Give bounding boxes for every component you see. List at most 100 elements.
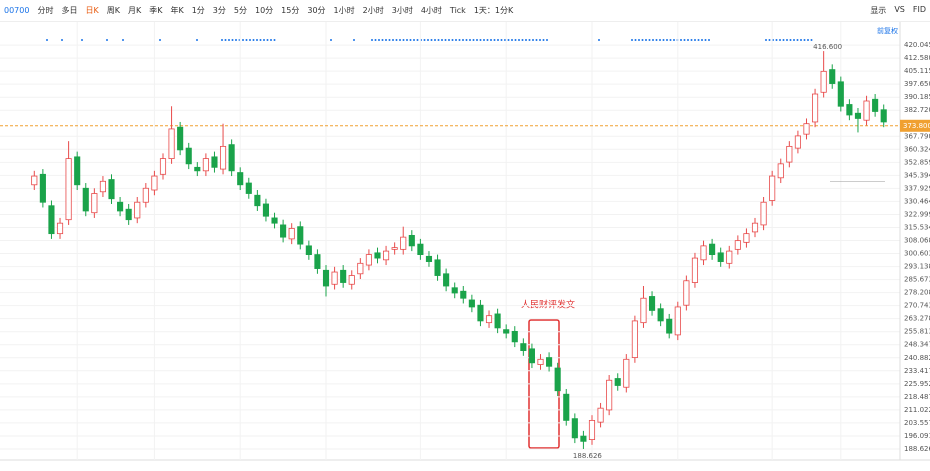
y-tick-label: 315.534 (904, 223, 930, 231)
candle-body (280, 224, 287, 238)
signal-dot (645, 39, 647, 41)
y-tick-label: 352.859 (904, 158, 930, 166)
stock-code[interactable]: 00700 (4, 6, 30, 15)
candle-body (365, 254, 372, 266)
signal-dot (430, 39, 433, 41)
candle-body (417, 243, 424, 255)
candle-body (726, 250, 733, 264)
signal-dot (786, 39, 788, 41)
period-tab[interactable]: 30分 (307, 6, 326, 15)
y-tick-label: 322.999 (904, 210, 930, 218)
period-tab[interactable]: 周K (106, 6, 120, 15)
toolbar-option[interactable]: VS (894, 5, 905, 14)
signal-dot (392, 39, 394, 41)
y-tick-label: 345.394 (904, 171, 930, 179)
toolbar-option[interactable]: 显示 (870, 6, 887, 15)
period-tab[interactable]: 1分 (191, 6, 205, 15)
signal-dot (648, 39, 651, 41)
period-tab[interactable]: 3分 (212, 6, 226, 15)
candle-body (48, 205, 55, 235)
adjust-label[interactable]: 前复权 (877, 26, 898, 35)
candle-body (91, 193, 98, 214)
period-tab[interactable]: 1小时 (333, 6, 355, 15)
period-tab[interactable]: 10分 (254, 6, 274, 15)
candle-body (108, 179, 115, 200)
candle-body (657, 308, 664, 322)
signal-dot (159, 39, 161, 41)
candle-body (314, 254, 321, 269)
signal-dot (542, 39, 545, 41)
period-tab[interactable]: 3小时 (391, 6, 413, 15)
period-tab[interactable]: 多日 (61, 6, 78, 15)
signal-dot (669, 39, 672, 41)
candle-body (408, 234, 415, 247)
period-tab[interactable]: 5分 (233, 6, 247, 15)
toolbar-right: 显示 VS FID (866, 5, 930, 16)
candle-body (219, 145, 227, 170)
candle-body (494, 313, 501, 329)
candle-body (717, 252, 724, 262)
candle-body (391, 247, 398, 250)
signal-dot (441, 39, 443, 41)
candle-body (631, 320, 638, 358)
signal-dot (634, 39, 637, 41)
period-tab[interactable]: Tick (449, 6, 466, 15)
signal-dot (493, 39, 496, 41)
period-tab[interactable]: 月K (127, 6, 142, 15)
candle-body (74, 156, 81, 186)
period-tab[interactable]: 季K (149, 6, 163, 15)
period-tab[interactable]: 4小时 (420, 6, 442, 15)
candle-body (237, 172, 244, 186)
period-tab[interactable]: 2小时 (362, 6, 384, 15)
candle-body (503, 329, 510, 334)
signal-dot (483, 39, 485, 41)
candle-body (99, 180, 106, 193)
signal-dot (242, 39, 244, 41)
signal-dot (406, 39, 408, 41)
signal-dot (458, 39, 461, 41)
signal-dot (388, 39, 391, 41)
signal-dot (256, 39, 258, 41)
signal-dot (196, 39, 198, 41)
period-tab[interactable]: 日K (85, 6, 99, 15)
candle-body (546, 357, 553, 367)
signal-dot (486, 39, 489, 41)
signal-dot (46, 39, 48, 41)
y-tick-label: 420.045 (904, 41, 930, 49)
signal-dot (497, 39, 499, 41)
period-tab[interactable]: 1天：1分K (473, 6, 514, 15)
period-tab[interactable]: 15分 (281, 6, 300, 15)
y-tick-label: 405.115 (904, 67, 930, 75)
signal-dot (683, 39, 686, 41)
event-annotation: 人民财评发文 (521, 299, 575, 311)
toolbar-option[interactable]: FID (912, 5, 926, 14)
period-tab[interactable]: 年K (170, 6, 184, 15)
signal-dot (434, 39, 436, 41)
y-tick-label: 240.882 (904, 354, 930, 362)
signal-dot (655, 39, 658, 41)
signal-dot (659, 39, 661, 41)
y-tick-label: 263.278 (904, 315, 930, 323)
candle-body (563, 393, 570, 421)
signal-dot (631, 39, 633, 41)
candle-body (666, 318, 673, 334)
candle-body (468, 299, 475, 308)
signal-dot (641, 39, 644, 41)
candle-body (537, 358, 544, 365)
signal-dot (701, 39, 703, 41)
y-tick-label: 218.487 (904, 393, 930, 401)
candle-body (648, 296, 656, 311)
signal-dot (395, 39, 398, 41)
candle-body (425, 255, 433, 262)
candle-body (777, 163, 784, 179)
signal-dot (652, 39, 654, 41)
signal-dot (374, 39, 377, 41)
candle-body (640, 297, 647, 324)
candle-body (383, 250, 390, 261)
signal-dot (666, 39, 668, 41)
signal-dot (514, 39, 517, 41)
signal-dot (381, 39, 384, 41)
period-tab[interactable]: 分时 (37, 6, 54, 15)
signal-dot (690, 39, 693, 41)
